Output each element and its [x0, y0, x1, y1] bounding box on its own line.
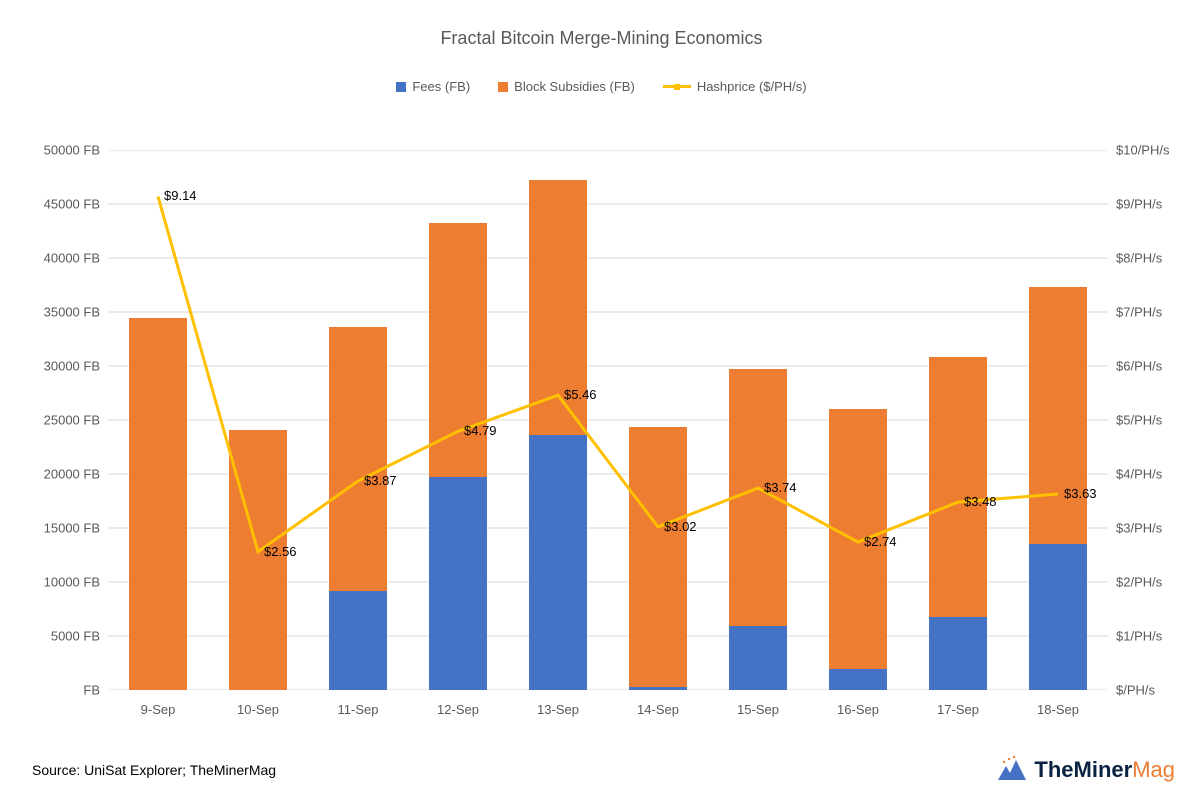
line-series [108, 150, 1108, 690]
brand-icon [996, 754, 1028, 786]
y-axis-left-label: 10000 FB [10, 575, 100, 590]
brand-logo: TheMinerMag [996, 754, 1175, 786]
y-axis-left-label: 40000 FB [10, 251, 100, 266]
y-axis-right-label: $6/PH/s [1116, 359, 1203, 374]
y-axis-left-label: 20000 FB [10, 467, 100, 482]
hashprice-data-label: $3.63 [1064, 486, 1097, 501]
brand-text-2: Mag [1132, 757, 1175, 782]
chart-title: Fractal Bitcoin Merge-Mining Economics [0, 0, 1203, 49]
x-axis-label: 15-Sep [737, 702, 779, 717]
y-axis-left-label: FB [10, 683, 100, 698]
hashprice-data-label: $9.14 [164, 188, 197, 203]
y-axis-left-label: 15000 FB [10, 521, 100, 536]
legend: Fees (FB) Block Subsidies (FB) Hashprice… [0, 79, 1203, 94]
y-axis-right-label: $8/PH/s [1116, 251, 1203, 266]
y-axis-right-label: $9/PH/s [1116, 197, 1203, 212]
y-axis-right-label: $1/PH/s [1116, 629, 1203, 644]
x-axis-label: 18-Sep [1037, 702, 1079, 717]
hashprice-data-label: $3.87 [364, 473, 397, 488]
y-axis-left-label: 30000 FB [10, 359, 100, 374]
hashprice-data-label: $2.74 [864, 534, 897, 549]
legend-label-fees: Fees (FB) [412, 79, 470, 94]
legend-item-subsidies: Block Subsidies (FB) [498, 79, 635, 94]
brand-text-1: TheMiner [1034, 757, 1132, 782]
chart-plot-area: FB$/PH/s5000 FB$1/PH/s10000 FB$2/PH/s150… [108, 150, 1108, 690]
hashprice-data-label: $4.79 [464, 423, 497, 438]
y-axis-right-label: $4/PH/s [1116, 467, 1203, 482]
y-axis-right-label: $5/PH/s [1116, 413, 1203, 428]
y-axis-left-label: 50000 FB [10, 143, 100, 158]
hashprice-data-label: $3.48 [964, 494, 997, 509]
y-axis-left-label: 45000 FB [10, 197, 100, 212]
x-axis-label: 10-Sep [237, 702, 279, 717]
x-axis-label: 14-Sep [637, 702, 679, 717]
source-text: Source: UniSat Explorer; TheMinerMag [32, 762, 276, 778]
x-axis-label: 16-Sep [837, 702, 879, 717]
y-axis-right-label: $2/PH/s [1116, 575, 1203, 590]
y-axis-left-label: 35000 FB [10, 305, 100, 320]
y-axis-right-label: $10/PH/s [1116, 143, 1203, 158]
legend-item-fees: Fees (FB) [396, 79, 470, 94]
x-axis-label: 9-Sep [141, 702, 176, 717]
legend-item-hashprice: Hashprice ($/PH/s) [663, 79, 807, 94]
legend-swatch-fees [396, 82, 406, 92]
x-axis-label: 12-Sep [437, 702, 479, 717]
hashprice-data-label: $2.56 [264, 544, 297, 559]
y-axis-left-label: 25000 FB [10, 413, 100, 428]
hashprice-data-label: $3.74 [764, 480, 797, 495]
legend-label-hashprice: Hashprice ($/PH/s) [697, 79, 807, 94]
y-axis-right-label: $/PH/s [1116, 683, 1203, 698]
x-axis-label: 11-Sep [338, 702, 379, 717]
hashprice-data-label: $3.02 [664, 519, 697, 534]
legend-label-subsidies: Block Subsidies (FB) [514, 79, 635, 94]
x-axis-label: 17-Sep [937, 702, 979, 717]
legend-swatch-subsidies [498, 82, 508, 92]
y-axis-left-label: 5000 FB [10, 629, 100, 644]
y-axis-right-label: $3/PH/s [1116, 521, 1203, 536]
hashprice-data-label: $5.46 [564, 387, 597, 402]
legend-line-hashprice [663, 85, 691, 88]
y-axis-right-label: $7/PH/s [1116, 305, 1203, 320]
x-axis-label: 13-Sep [537, 702, 579, 717]
